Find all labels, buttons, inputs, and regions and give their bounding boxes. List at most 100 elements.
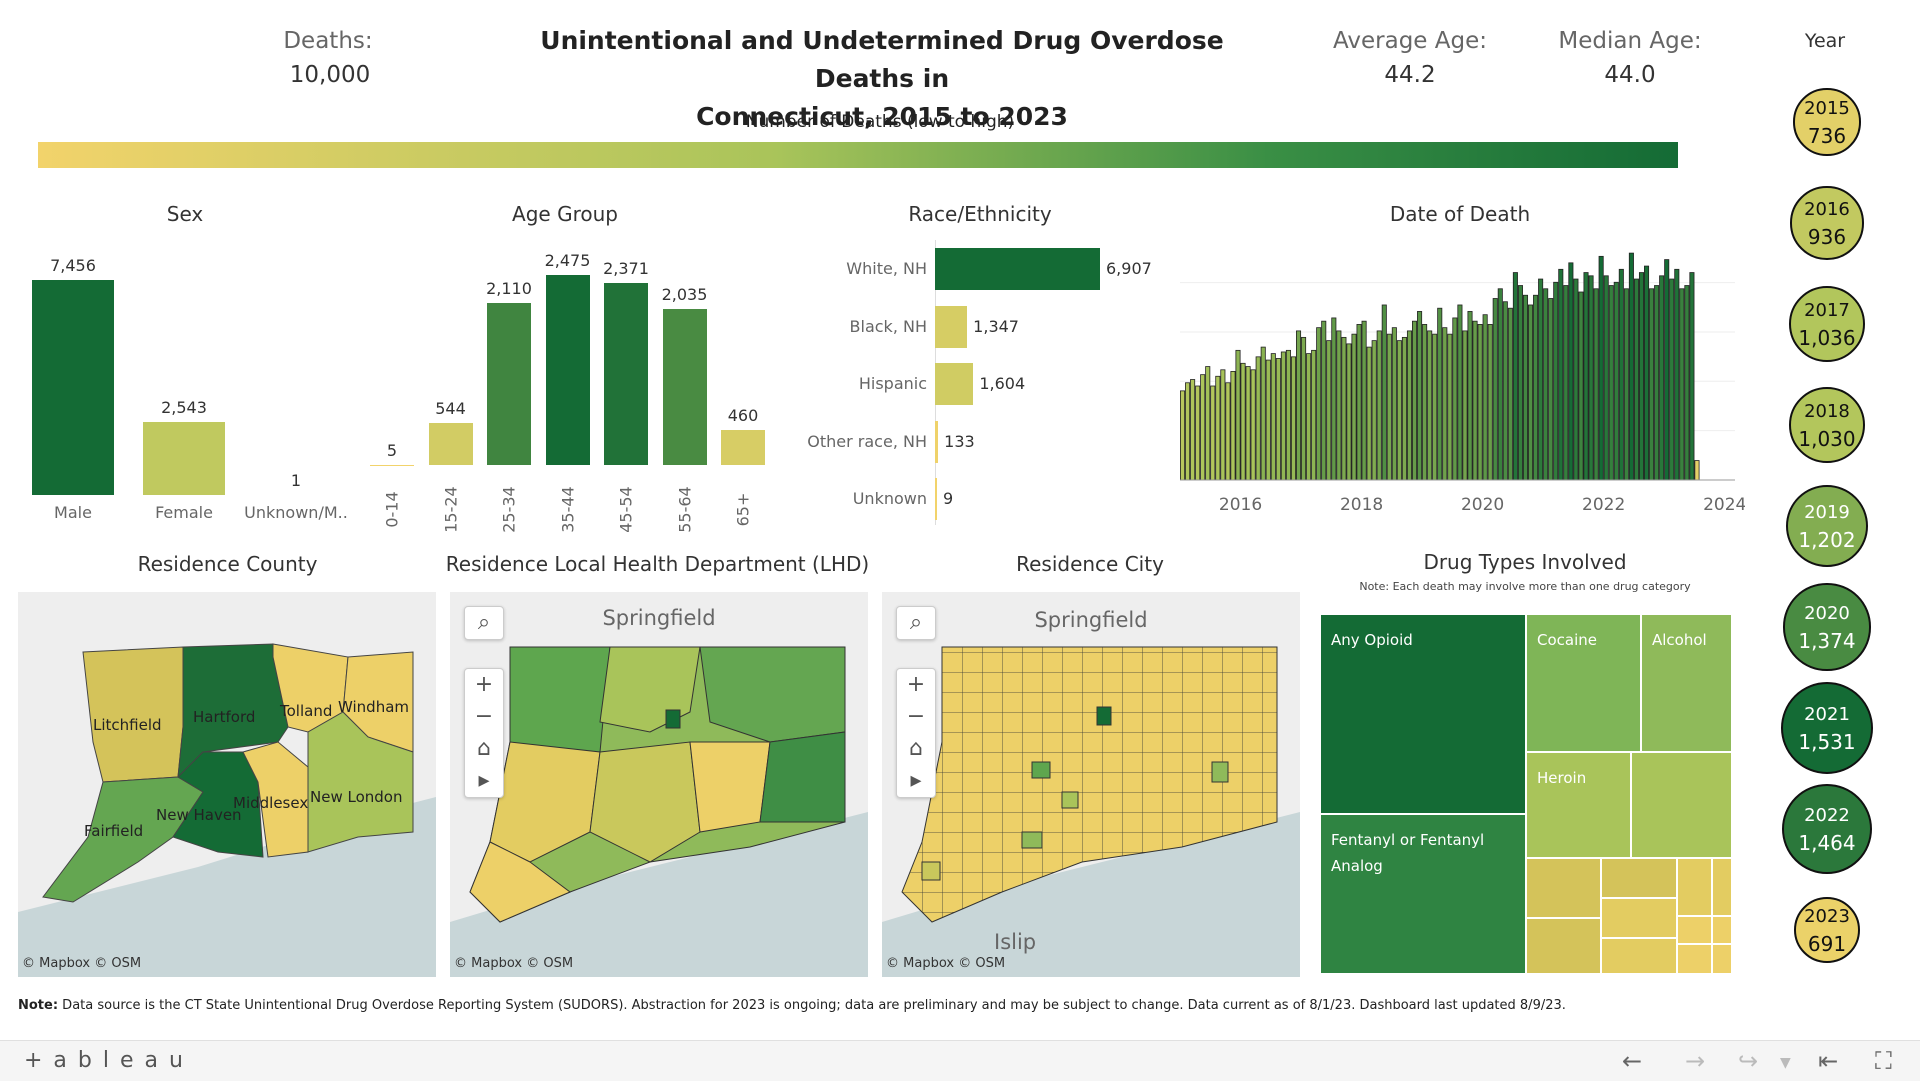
date-bar-2021-04[interactable] bbox=[1559, 269, 1563, 480]
treemap-cell[interactable] bbox=[1677, 858, 1712, 916]
date-bar-2020-05[interactable] bbox=[1503, 302, 1507, 480]
date-bar-2018-08[interactable] bbox=[1397, 341, 1401, 480]
map-search-button[interactable]: ⌕ bbox=[464, 606, 504, 640]
date-bar-2020-02[interactable] bbox=[1488, 324, 1492, 480]
date-bar-2016-06[interactable] bbox=[1266, 360, 1270, 480]
date-bar-2015-03[interactable] bbox=[1190, 380, 1194, 480]
date-bar-2017-06[interactable] bbox=[1327, 341, 1331, 480]
city-map[interactable]: Springfield Islip ⌕ + − ⌂ ▸ © Mapbox © O… bbox=[882, 592, 1300, 977]
date-bar-2022-10[interactable] bbox=[1649, 289, 1653, 480]
redo-icon[interactable]: → bbox=[1685, 1047, 1705, 1075]
age-bar-4[interactable] bbox=[604, 283, 648, 465]
treemap-cell[interactable] bbox=[1712, 858, 1732, 916]
date-bar-2018-01[interactable] bbox=[1362, 321, 1366, 480]
age-bar-1[interactable] bbox=[429, 423, 473, 465]
date-bar-2022-05[interactable] bbox=[1624, 289, 1628, 480]
date-bar-2021-11[interactable] bbox=[1594, 289, 1598, 480]
date-bar-2019-05[interactable] bbox=[1443, 328, 1447, 480]
date-bar-2023-01[interactable] bbox=[1665, 260, 1669, 480]
revert-icon[interactable]: ↪ bbox=[1738, 1047, 1758, 1075]
sex-bar-0[interactable] bbox=[32, 280, 114, 495]
treemap-cell-cocaine[interactable]: Cocaine bbox=[1526, 614, 1641, 752]
date-bar-2023-02[interactable] bbox=[1670, 279, 1674, 480]
date-bar-2022-11[interactable] bbox=[1655, 286, 1659, 480]
home-icon[interactable]: ⌂ bbox=[465, 733, 503, 765]
date-bar-2021-10[interactable] bbox=[1589, 276, 1593, 480]
date-bar-2015-05[interactable] bbox=[1201, 375, 1205, 480]
home-icon[interactable]: ⌂ bbox=[897, 733, 935, 765]
date-bar-2022-07[interactable] bbox=[1634, 279, 1638, 480]
date-bar-2015-07[interactable] bbox=[1211, 386, 1215, 480]
date-bar-2021-06[interactable] bbox=[1569, 263, 1573, 480]
date-bar-2021-02[interactable] bbox=[1549, 298, 1553, 480]
date-bar-2017-07[interactable] bbox=[1332, 318, 1336, 480]
date-bar-2019-07[interactable] bbox=[1453, 318, 1457, 480]
date-bar-2018-04[interactable] bbox=[1377, 331, 1381, 480]
date-bar-2017-01[interactable] bbox=[1301, 337, 1305, 480]
date-bar-2016-01[interactable] bbox=[1241, 363, 1245, 480]
search-icon[interactable]: ⌕ bbox=[465, 607, 503, 639]
date-bar-2016-04[interactable] bbox=[1256, 357, 1260, 480]
date-bar-2020-03[interactable] bbox=[1493, 298, 1497, 480]
treemap-cell-heroin[interactable]: Heroin bbox=[1526, 752, 1631, 858]
date-bar-2023-07[interactable] bbox=[1695, 461, 1699, 480]
date-bar-2021-12[interactable] bbox=[1599, 256, 1603, 480]
date-bar-2018-05[interactable] bbox=[1382, 305, 1386, 480]
map-search-button[interactable]: ⌕ bbox=[896, 606, 936, 640]
date-bar-2016-05[interactable] bbox=[1261, 347, 1265, 480]
treemap-cell[interactable] bbox=[1526, 858, 1601, 918]
date-bar-2020-12[interactable] bbox=[1538, 279, 1542, 480]
date-bar-2015-08[interactable] bbox=[1216, 376, 1220, 480]
date-bar-2022-02[interactable] bbox=[1609, 286, 1613, 480]
date-bar-2021-01[interactable] bbox=[1544, 289, 1548, 480]
treemap-cell[interactable] bbox=[1601, 898, 1677, 938]
treemap-cell-fentanyl[interactable]: Fentanyl or Fentanyl Analog bbox=[1320, 814, 1526, 974]
date-bar-2019-01[interactable] bbox=[1422, 324, 1426, 480]
date-bar-2015-11[interactable] bbox=[1231, 371, 1235, 480]
reset-icon[interactable]: ⇤ bbox=[1818, 1047, 1838, 1075]
date-bar-2023-05[interactable] bbox=[1685, 286, 1689, 480]
date-bar-2019-08[interactable] bbox=[1458, 305, 1462, 480]
age-bar-2[interactable] bbox=[487, 303, 531, 465]
date-bar-2021-03[interactable] bbox=[1554, 282, 1558, 480]
date-bar-2015-02[interactable] bbox=[1185, 383, 1189, 480]
date-bar-2017-11[interactable] bbox=[1352, 334, 1356, 480]
date-bar-2016-12[interactable] bbox=[1296, 331, 1300, 480]
date-bar-2020-06[interactable] bbox=[1508, 308, 1512, 480]
date-bar-2016-02[interactable] bbox=[1246, 367, 1250, 480]
date-bar-2022-06[interactable] bbox=[1629, 253, 1633, 480]
race-bar-2[interactable] bbox=[935, 363, 973, 405]
date-bar-2021-08[interactable] bbox=[1579, 292, 1583, 480]
fullscreen-icon[interactable]: ⛶ bbox=[1875, 1047, 1892, 1075]
date-bar-2017-10[interactable] bbox=[1347, 344, 1351, 480]
treemap-cell-any-opioid[interactable]: Any Opioid bbox=[1320, 614, 1526, 814]
zoom-in-icon[interactable]: + bbox=[897, 669, 935, 701]
search-icon[interactable]: ⌕ bbox=[897, 607, 935, 639]
zoom-in-icon[interactable]: + bbox=[465, 669, 503, 701]
date-bar-2015-01[interactable] bbox=[1180, 391, 1184, 480]
date-bar-2018-09[interactable] bbox=[1402, 337, 1406, 480]
sex-bar-1[interactable] bbox=[143, 422, 225, 495]
date-bar-2019-04[interactable] bbox=[1438, 308, 1442, 480]
undo-icon[interactable]: ← bbox=[1622, 1047, 1642, 1075]
lhd-map[interactable]: Springfield ⌕ + − ⌂ ▸ © Mapbox © OSM bbox=[450, 592, 868, 977]
date-bar-2016-07[interactable] bbox=[1271, 354, 1275, 480]
date-bar-2022-12[interactable] bbox=[1660, 276, 1664, 480]
date-bar-2019-06[interactable] bbox=[1448, 334, 1452, 480]
treemap-cell[interactable] bbox=[1526, 918, 1601, 974]
date-bar-2018-06[interactable] bbox=[1387, 334, 1391, 480]
county-map[interactable]: Litchfield Hartford Tolland Windham Fair… bbox=[18, 592, 436, 977]
treemap-cell[interactable] bbox=[1601, 938, 1677, 974]
zoom-out-icon[interactable]: − bbox=[465, 701, 503, 733]
date-bar-2020-10[interactable] bbox=[1528, 305, 1532, 480]
date-bar-2016-09[interactable] bbox=[1281, 352, 1285, 480]
date-bar-2023-06[interactable] bbox=[1690, 273, 1694, 480]
map-credit[interactable]: © Mapbox © OSM bbox=[454, 956, 573, 971]
map-credit[interactable]: © Mapbox © OSM bbox=[22, 956, 141, 971]
treemap-cell[interactable] bbox=[1712, 944, 1732, 974]
